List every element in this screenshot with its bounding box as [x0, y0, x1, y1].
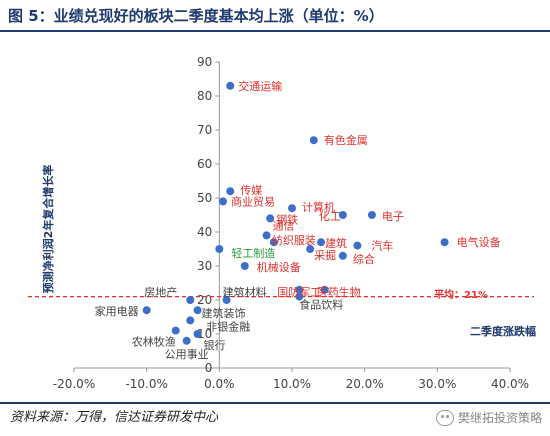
scatter-plot-svg: -20.0% -10.0% 0.0% 10.0% 20.0% 30.0% 40.0% 0 10 2…: [28, 55, 536, 391]
point-label: 采掘: [314, 248, 336, 262]
data-point: [193, 330, 202, 338]
point-label: 通信: [273, 219, 295, 232]
point-label: 公用事业: [165, 348, 209, 361]
point-label: 传媒: [240, 184, 262, 197]
point-label: 建筑材料: [223, 285, 267, 299]
point-label: 轻工制造: [231, 246, 275, 260]
data-point: [295, 285, 304, 294]
point-label: 房地产: [144, 285, 177, 299]
x-tick-label: 20.0%: [346, 377, 384, 391]
data-point: [215, 245, 224, 253]
point-label: 有色金属: [324, 133, 368, 147]
data-point: [317, 238, 326, 247]
data-point: [171, 326, 180, 335]
x-tick-label: 40.0%: [491, 377, 529, 391]
y-tick-label: 0: [205, 361, 213, 375]
data-point: [320, 285, 329, 294]
y-tick-label: 80: [197, 89, 212, 103]
y-tick-label: 20: [197, 293, 212, 307]
x-tick-label: 10.0%: [273, 377, 311, 391]
data-point: [240, 262, 249, 270]
x-tick-label: 30.0%: [418, 377, 456, 391]
y-axis-label: 预测净利润2年复合增长率: [41, 165, 55, 294]
point-label: 农林牧渔: [132, 335, 176, 349]
data-point: [262, 231, 271, 240]
data-point: [306, 245, 315, 253]
data-point: [182, 336, 191, 345]
axis-layer: -20.0% -10.0% 0.0% 10.0% 20.0% 30.0% 40.0% 0 10 2…: [53, 55, 529, 391]
point-label: 钢铁: [276, 213, 298, 226]
footer-divider: [0, 402, 550, 404]
y-tick-label: 30: [197, 259, 212, 273]
data-point: [226, 81, 235, 90]
point-label: 纺织服装: [272, 233, 316, 247]
point-label: 商业贸易: [231, 194, 275, 208]
data-point: [186, 296, 195, 304]
wechat-icon: [435, 410, 454, 426]
y-tick-label: 10: [197, 327, 212, 341]
y-tick-label: 40: [197, 225, 212, 239]
point-label: 建筑装饰: [202, 306, 246, 320]
point-label: 交通运输: [238, 79, 282, 93]
data-point: [367, 211, 376, 219]
data-point: [288, 204, 296, 213]
data-point: [226, 187, 235, 196]
watermark: 樊继拓投资策略: [435, 406, 542, 430]
data-point: [309, 136, 318, 145]
data-point: [142, 306, 151, 315]
point-label: 计算机: [302, 200, 335, 214]
point-label: 医药生物: [317, 285, 361, 299]
point-label: 电子: [382, 210, 404, 223]
data-point: [193, 306, 202, 315]
average-line-label: 平均：21%: [434, 288, 488, 301]
data-point: [440, 238, 449, 247]
data-point: [295, 292, 304, 301]
data-points-layer: [142, 81, 449, 345]
y-tick-label: 50: [197, 191, 212, 205]
chart-title: 图 5：业绩兑现好的板块二季度基本均上涨（单位：%）: [8, 7, 384, 25]
x-tick-label: 0.0%: [204, 377, 235, 391]
point-label: 家用电器: [95, 304, 139, 318]
point-label: 建筑: [325, 236, 347, 250]
watermark-text: 樊继拓投资策略: [457, 411, 542, 425]
point-label: 化工: [319, 209, 341, 223]
y-tick-label: 60: [197, 157, 212, 171]
data-point: [353, 241, 362, 250]
y-tick-label: 70: [197, 123, 212, 137]
data-point: [338, 211, 347, 219]
point-label: 综合: [353, 252, 375, 266]
data-point: [269, 238, 278, 247]
point-label: 汽车: [371, 239, 393, 253]
x-tick-label: -10.0%: [125, 377, 167, 391]
data-point: [266, 214, 275, 223]
scatter-chart: -20.0% -10.0% 0.0% 10.0% 20.0% 30.0% 40.0% 0 10 2…: [0, 34, 550, 402]
point-label: 银行: [204, 338, 226, 352]
title-divider: [0, 30, 550, 32]
data-point: [222, 296, 231, 304]
data-point: [218, 197, 227, 206]
point-label: 食品饮料: [299, 298, 343, 312]
point-label: 机械设备: [257, 260, 301, 274]
point-label: 非银金融: [206, 319, 250, 333]
x-axis-label: 二季度涨跌幅: [470, 324, 536, 338]
x-tick-label: -20.0%: [53, 377, 95, 391]
y-tick-label: 90: [197, 55, 212, 69]
source-note: 资料来源：万得，信达证券研发中心: [10, 410, 219, 425]
data-point: [186, 316, 195, 325]
data-point: [338, 251, 347, 260]
point-label: 电气设备: [457, 235, 501, 249]
point-label: 国防军工: [277, 285, 321, 299]
